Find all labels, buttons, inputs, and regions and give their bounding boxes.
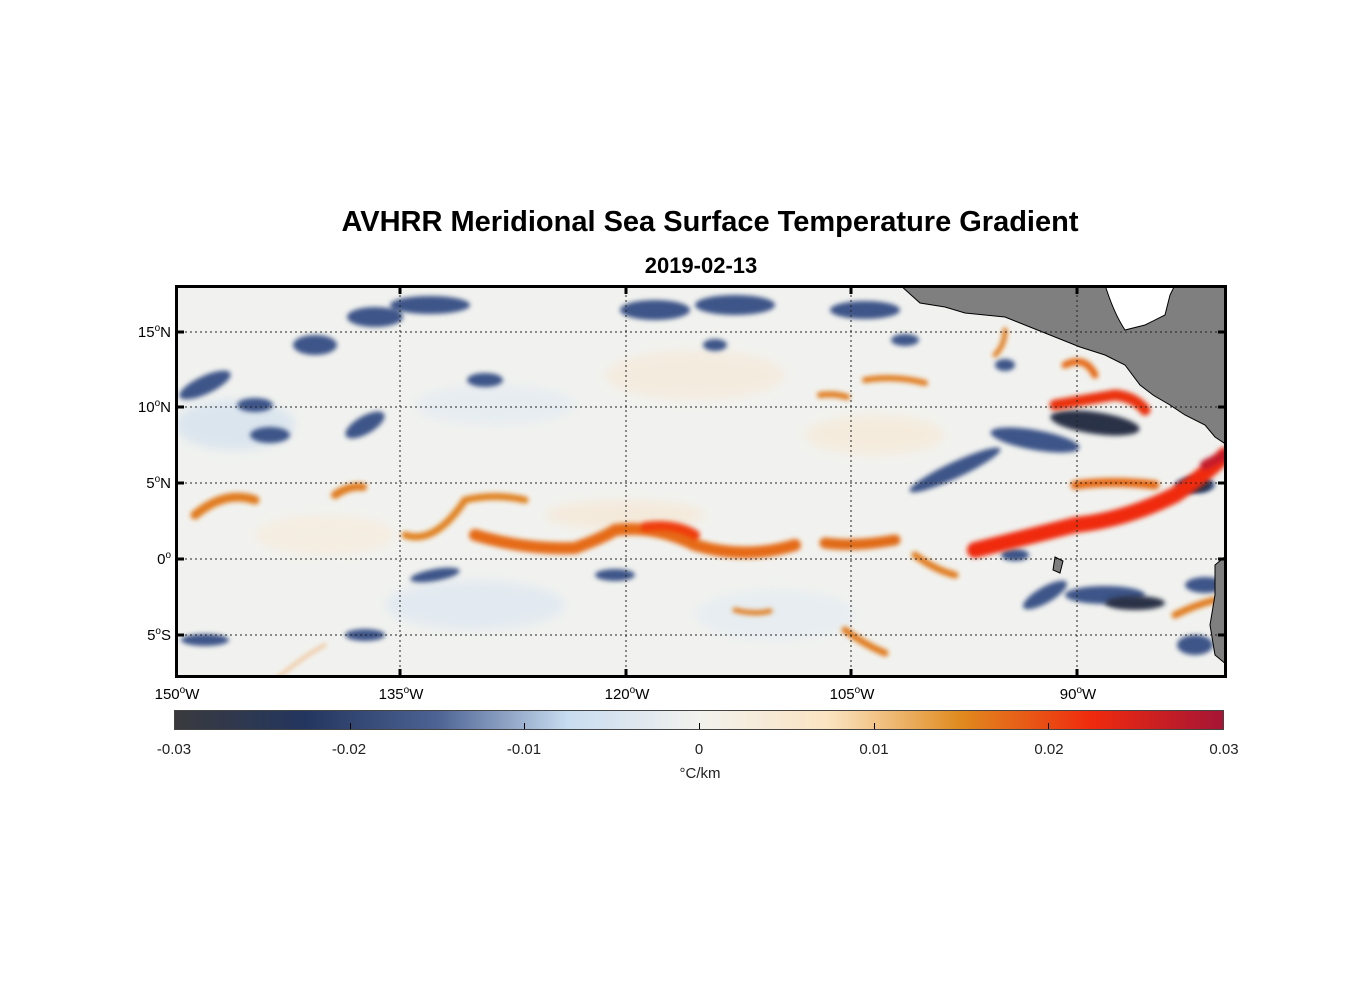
colorbar-tick: 0	[694, 741, 704, 758]
colorbar-tick-mark	[873, 723, 875, 729]
lat-label-15n: 15oN	[137, 323, 171, 341]
land-central-america	[899, 285, 1227, 666]
colorbar-tick-mark	[1048, 723, 1050, 729]
colorbar-tick: 0.01	[859, 741, 889, 758]
lon-label-150w: 150oW	[154, 685, 200, 703]
colorbar-tick: -0.03	[156, 741, 192, 758]
lon-label-105w: 105oW	[829, 685, 875, 703]
map-gridlines	[175, 285, 1227, 678]
lon-label-90w: 90oW	[1059, 685, 1097, 703]
colorbar-tick: -0.02	[331, 741, 367, 758]
lat-label-5s: 5oS	[147, 626, 171, 644]
lat-label-0: 0o	[157, 550, 171, 568]
colorbar-tick-mark	[524, 723, 526, 729]
map-canvas	[175, 285, 1227, 678]
colorbar-unit: °C/km	[679, 765, 721, 782]
lon-label-135w: 135oW	[378, 685, 424, 703]
lat-label-10n: 10oN	[137, 398, 171, 416]
colorbar-tick: 0.03	[1209, 741, 1239, 758]
positive-gradient-fronts	[190, 327, 1227, 678]
colorbar-tick: 0.02	[1034, 741, 1064, 758]
colorbar-tick: -0.01	[506, 741, 542, 758]
lon-label-120w: 120oW	[604, 685, 650, 703]
lat-label-5n: 5oN	[146, 474, 171, 492]
colorbar-tick-mark	[699, 723, 700, 729]
colorbar	[174, 710, 1224, 730]
colorbar-tick-mark	[349, 723, 351, 729]
sst-gradient-map	[175, 285, 1227, 678]
chart-subtitle: 2019-02-13	[644, 253, 758, 278]
chart-title: AVHRR Meridional Sea Surface Temperature…	[341, 206, 1079, 238]
negative-gradient-patches	[179, 295, 1225, 655]
